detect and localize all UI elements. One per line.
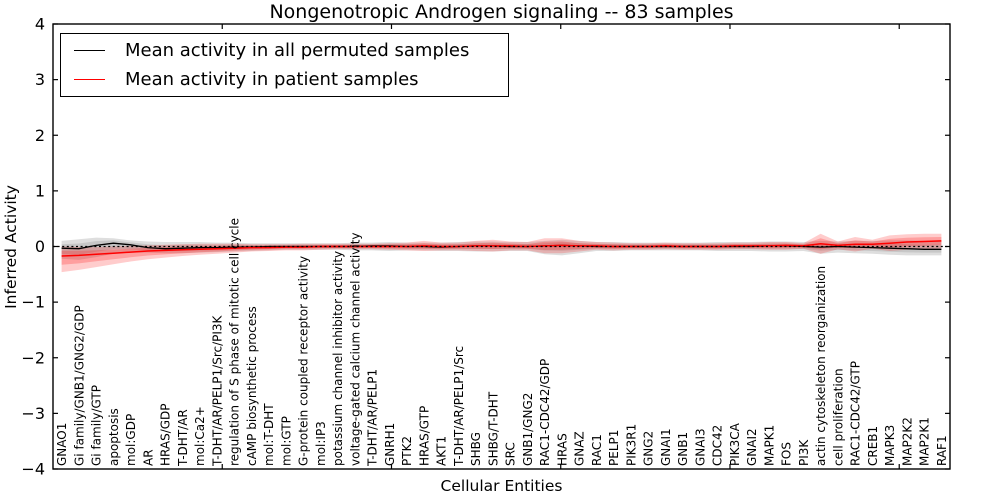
x-category-label: HRAS xyxy=(555,433,569,466)
x-category-label: GNG2 xyxy=(642,431,656,466)
x-category-label: GNB1/GNG2 xyxy=(521,393,535,466)
x-category-label: CREB1 xyxy=(866,426,880,466)
x-category-label: AKT1 xyxy=(435,436,449,466)
y-axis-label: Inferred Activity xyxy=(2,185,20,309)
y-tick-label: 3 xyxy=(35,70,45,89)
x-category-label: GNAO1 xyxy=(55,423,69,466)
x-category-label: apoptosis xyxy=(107,408,121,466)
x-category-label: SHBG/T-DHT xyxy=(486,391,500,466)
x-category-label: PIK3R1 xyxy=(624,424,638,466)
permuted-band xyxy=(61,237,942,260)
x-category-label: Gi family/GTP xyxy=(90,385,104,466)
x-category-label: T-DHT/AR/PELP1/Src xyxy=(452,346,466,467)
legend-item-permuted: Mean activity in all permuted samples xyxy=(61,36,508,65)
y-tick-label: 2 xyxy=(35,126,45,145)
x-category-label: cell proliferation xyxy=(831,368,845,466)
x-category-label: AR xyxy=(141,449,155,466)
x-category-label: PTK2 xyxy=(400,436,414,466)
x-category-label: MAP2K2 xyxy=(900,417,914,466)
x-category-label: HRAS/GTP xyxy=(417,406,431,466)
x-category-label: GNAZ xyxy=(573,431,587,466)
x-category-label: MAPK1 xyxy=(762,425,776,466)
chart-title: Nongenotropic Androgen signaling -- 83 s… xyxy=(269,1,734,23)
x-category-label: GNB1 xyxy=(676,432,690,466)
legend-label-permuted: Mean activity in all permuted samples xyxy=(125,40,470,61)
permuted-band-inner xyxy=(61,240,942,255)
x-category-label: SRC xyxy=(504,442,518,466)
x-category-label: T-DHT/AR xyxy=(176,409,190,467)
x-category-label: mol:IP3 xyxy=(314,421,328,466)
x-category-label: Gi family/GNB1/GNG2/GDP xyxy=(72,305,86,466)
x-category-label: RAC1-CDC42/GDP xyxy=(538,359,552,466)
x-category-label: T-DHT/AR/PELP1/Src/PI3K xyxy=(210,314,224,467)
legend: Mean activity in all permuted samples Me… xyxy=(60,33,509,97)
y-tick-label: −4 xyxy=(21,460,45,479)
x-category-label: T-DHT/AR/PELP1 xyxy=(366,369,380,467)
x-category-label: PI3K xyxy=(797,439,811,466)
patient-line-swatch xyxy=(74,79,105,80)
y-tick-label: 0 xyxy=(35,237,45,256)
x-category-label: RAC1-CDC42/GTP xyxy=(849,361,863,466)
legend-label-patient: Mean activity in patient samples xyxy=(125,69,419,90)
x-category-label: GNAI2 xyxy=(745,428,759,466)
patient-mean-line xyxy=(61,240,942,257)
x-category-label: G-protein coupled receptor activity xyxy=(297,256,311,466)
x-category-label: SHBG xyxy=(469,432,483,466)
legend-item-patient: Mean activity in patient samples xyxy=(61,65,508,94)
x-category-label: mol:GDP xyxy=(124,414,138,466)
x-category-label: GNAI3 xyxy=(693,428,707,466)
patient-band xyxy=(61,233,942,273)
x-category-label: MAP2K1 xyxy=(918,417,932,466)
x-category-label: MAPK3 xyxy=(883,425,897,466)
permuted-line-swatch xyxy=(74,50,105,51)
x-category-label: cAMP biosynthetic process xyxy=(245,306,259,466)
x-category-label: mol:GTP xyxy=(279,416,293,466)
x-category-label: voltage-gated calcium channel activity xyxy=(348,232,362,466)
x-category-label: GNRH1 xyxy=(383,423,397,466)
x-category-label: mol:T-DHT xyxy=(262,403,276,466)
x-category-label: RAC1 xyxy=(590,434,604,466)
y-tick-label: −1 xyxy=(21,293,45,312)
x-category-label: FOS xyxy=(780,442,794,466)
x-category-label: HRAS/GDP xyxy=(159,403,173,466)
y-tick-label: −2 xyxy=(21,348,45,367)
x-category-label: actin cytoskeleton reorganization xyxy=(814,266,828,466)
x-category-label: regulation of S phase of mitotic cell cy… xyxy=(228,218,242,466)
y-tick-label: −3 xyxy=(21,404,45,423)
x-category-label: potassium channel inhibitor activity xyxy=(331,251,345,466)
y-tick-label: 1 xyxy=(35,181,45,200)
x-category-label: CDC42 xyxy=(711,425,725,466)
x-category-label: GNAI1 xyxy=(659,428,673,466)
x-axis-label: Cellular Entities xyxy=(440,477,563,495)
x-category-label: RAF1 xyxy=(935,435,949,466)
y-tick-label: 4 xyxy=(35,15,45,34)
x-category-label: mol:Ca2+ xyxy=(193,406,207,466)
x-category-label: PIK3CA xyxy=(728,422,742,466)
x-category-label: PELP1 xyxy=(607,430,621,466)
